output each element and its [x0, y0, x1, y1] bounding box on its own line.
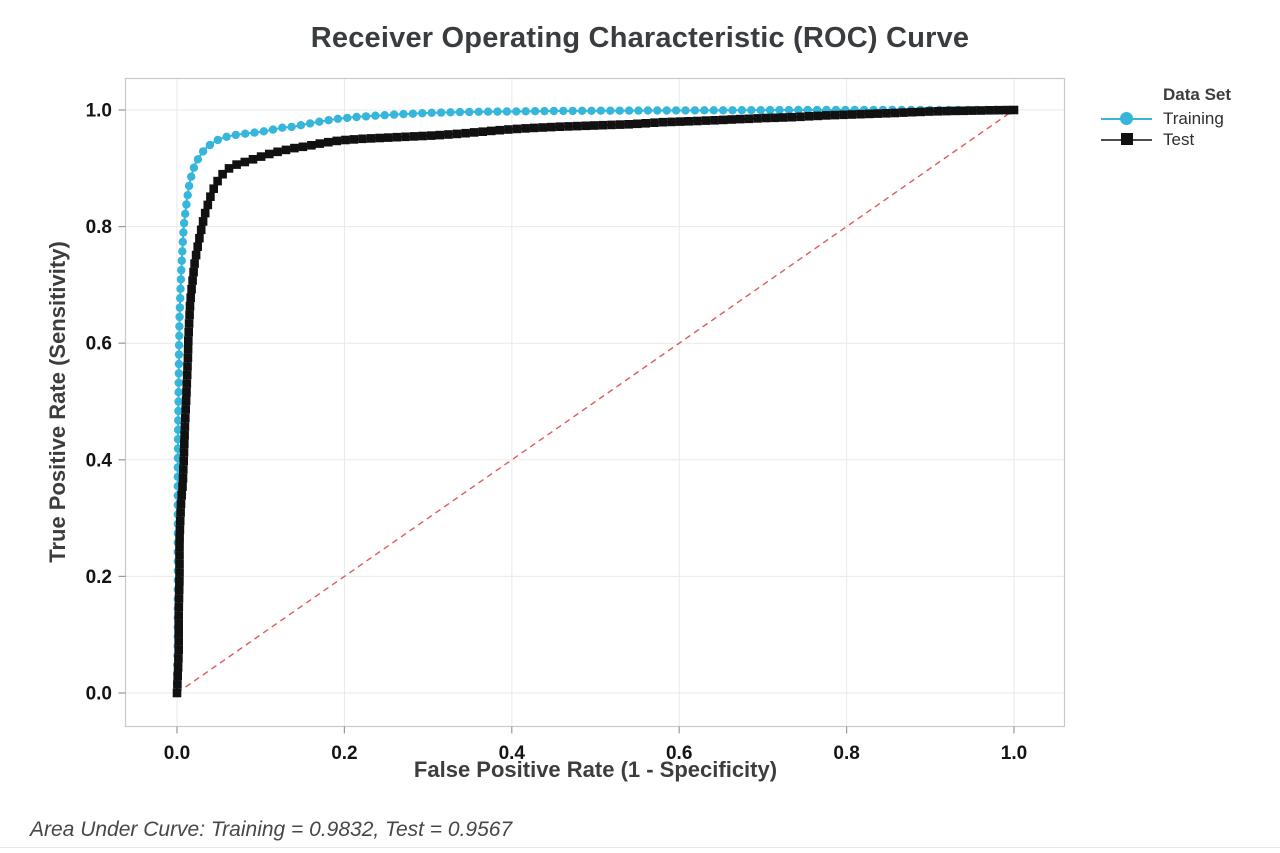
chart-title: Receiver Operating Characteristic (ROC) … [310, 22, 970, 54]
x-axis-title: False Positive Rate (1 - Specificity) [413, 757, 778, 782]
svg-text:1.0: 1.0 [1001, 743, 1027, 764]
auc-annotation: Area Under Curve: Training = 0.9832, Tes… [30, 818, 513, 841]
svg-text:0.0: 0.0 [86, 684, 112, 705]
svg-text:0.4: 0.4 [499, 743, 526, 764]
svg-text:0.6: 0.6 [666, 743, 692, 764]
plot-frame [124, 77, 1066, 728]
svg-text:0.6: 0.6 [86, 334, 112, 355]
gridlines [125, 78, 1065, 727]
legend-item-test: Test [1163, 130, 1195, 149]
svg-text:0.4: 0.4 [86, 450, 113, 471]
reference-diagonal [176, 109, 1015, 694]
svg-text:0.2: 0.2 [331, 743, 357, 764]
training-curve [172, 105, 1019, 698]
legend-item-training: Training [1163, 109, 1224, 128]
y-axis-title: True Positive Rate (Sensitivity) [45, 241, 70, 563]
svg-text:1.0: 1.0 [86, 101, 112, 122]
legend-test-square-icon [1121, 133, 1133, 145]
svg-text:0.0: 0.0 [164, 743, 190, 764]
axis-ticks: 0.0 0.2 0.4 0.6 0.8 1.0 0.0 0.2 0.4 0.6 0.8 1.0 [86, 101, 1028, 765]
figure-bottom-edge [0, 847, 1280, 848]
svg-text:0.8: 0.8 [86, 217, 112, 238]
legend-title: Data Set [1163, 85, 1232, 104]
legend-training-circle-icon [1120, 112, 1133, 125]
svg-text:0.2: 0.2 [86, 567, 112, 588]
test-curve [172, 105, 1019, 698]
legend: Data Set Training Test [1095, 80, 1280, 164]
svg-text:0.8: 0.8 [833, 743, 859, 764]
